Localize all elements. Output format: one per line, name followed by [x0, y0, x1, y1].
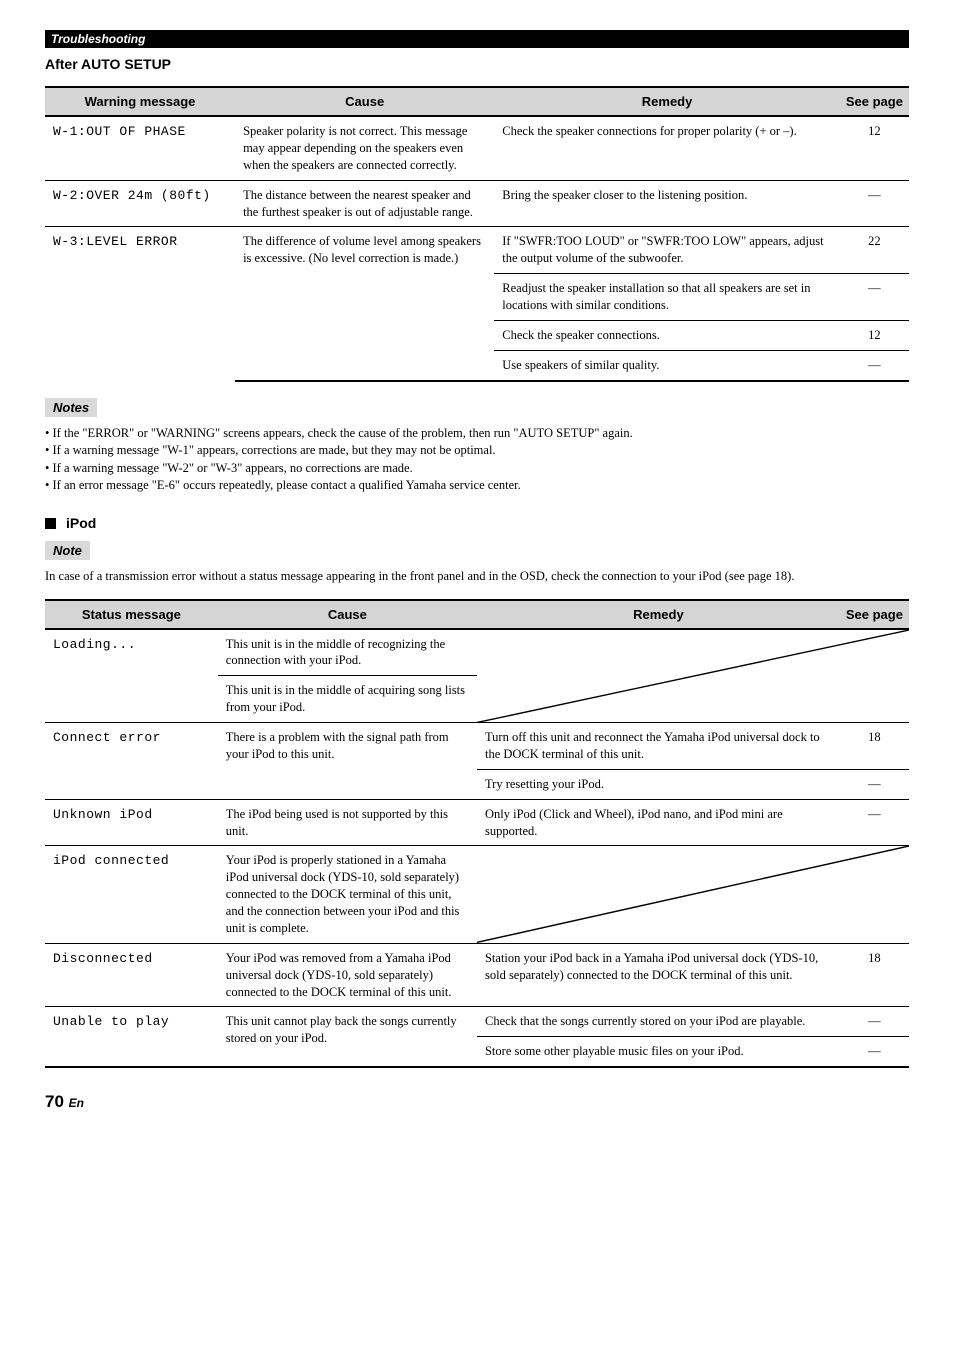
square-bullet-icon	[45, 518, 56, 529]
cause-cell: The iPod being used is not supported by …	[218, 799, 477, 846]
status-code: Connect error	[45, 723, 218, 800]
page-cell: —	[840, 769, 909, 799]
page-cell: —	[840, 799, 909, 846]
remedy-cell: Bring the speaker closer to the listenin…	[494, 180, 840, 227]
page-cell: —	[840, 274, 909, 321]
cause-cell: Your iPod was removed from a Yamaha iPod…	[218, 943, 477, 1007]
th-cause: Cause	[218, 600, 477, 629]
list-item: If a warning message "W-1" appears, corr…	[45, 442, 909, 460]
empty-slash-cell	[477, 629, 909, 723]
page-cell: 18	[840, 943, 909, 1007]
th-warning: Warning message	[45, 87, 235, 116]
page-suffix: En	[69, 1096, 84, 1110]
cause-cell: Your iPod is properly stationed in a Yam…	[218, 846, 477, 943]
table-row: Unable to play This unit cannot play bac…	[45, 1007, 909, 1037]
ipod-heading-text: iPod	[66, 515, 96, 531]
page-num-text: 70	[45, 1092, 64, 1111]
cause-cell: Speaker polarity is not correct. This me…	[235, 116, 494, 180]
th-remedy: Remedy	[477, 600, 840, 629]
page-subtitle: After AUTO SETUP	[45, 56, 909, 72]
th-seepage: See page	[840, 600, 909, 629]
remedy-cell: Turn off this unit and reconnect the Yam…	[477, 723, 840, 770]
remedy-cell: Check the speaker connections.	[494, 320, 840, 350]
remedy-cell: Only iPod (Click and Wheel), iPod nano, …	[477, 799, 840, 846]
table-row: W-1:OUT OF PHASE Speaker polarity is not…	[45, 116, 909, 180]
status-table: Status message Cause Remedy See page Loa…	[45, 599, 909, 1069]
page-number: 70 En	[45, 1092, 909, 1112]
section-header: Troubleshooting	[45, 30, 909, 48]
remedy-cell: Check the speaker connections for proper…	[494, 116, 840, 180]
table-row: iPod connected Your iPod is properly sta…	[45, 846, 909, 943]
table-row: Loading... This unit is in the middle of…	[45, 629, 909, 676]
th-remedy: Remedy	[494, 87, 840, 116]
list-item: If the "ERROR" or "WARNING" screens appe…	[45, 425, 909, 443]
cause-cell: The distance between the nearest speaker…	[235, 180, 494, 227]
table-row: W-3:LEVEL ERROR The difference of volume…	[45, 227, 909, 274]
page-cell: —	[840, 350, 909, 380]
table-row: Disconnected Your iPod was removed from …	[45, 943, 909, 1007]
page-cell: 22	[840, 227, 909, 274]
notes-list: If the "ERROR" or "WARNING" screens appe…	[45, 425, 909, 495]
page-cell: —	[840, 1007, 909, 1037]
status-code: Unable to play	[45, 1007, 218, 1067]
note-paragraph: In case of a transmission error without …	[45, 568, 909, 585]
remedy-cell: If "SWFR:TOO LOUD" or "SWFR:TOO LOW" app…	[494, 227, 840, 274]
list-item: If an error message "E-6" occurs repeate…	[45, 477, 909, 495]
remedy-cell: Station your iPod back in a Yamaha iPod …	[477, 943, 840, 1007]
remedy-cell: Use speakers of similar quality.	[494, 350, 840, 380]
status-code: iPod connected	[45, 846, 218, 943]
th-status: Status message	[45, 600, 218, 629]
cause-cell: There is a problem with the signal path …	[218, 723, 477, 800]
table-row: Unknown iPod The iPod being used is not …	[45, 799, 909, 846]
cause-cell: This unit is in the middle of acquiring …	[218, 676, 477, 723]
warning-code: W-1:OUT OF PHASE	[45, 116, 235, 180]
table-row: W-2:OVER 24m (80ft) The distance between…	[45, 180, 909, 227]
cause-cell: This unit cannot play back the songs cur…	[218, 1007, 477, 1067]
page-cell: —	[840, 180, 909, 227]
status-code: Loading...	[45, 629, 218, 723]
page-cell: 12	[840, 320, 909, 350]
th-cause: Cause	[235, 87, 494, 116]
remedy-cell: Try resetting your iPod.	[477, 769, 840, 799]
list-item: If a warning message "W-2" or "W-3" appe…	[45, 460, 909, 478]
warning-table: Warning message Cause Remedy See page W-…	[45, 86, 909, 382]
ipod-heading: iPod	[45, 515, 909, 531]
warning-code: W-3:LEVEL ERROR	[45, 227, 235, 381]
page-cell: —	[840, 1037, 909, 1067]
empty-slash-cell	[477, 846, 909, 943]
page-cell: 12	[840, 116, 909, 180]
remedy-cell: Readjust the speaker installation so tha…	[494, 274, 840, 321]
warning-code: W-2:OVER 24m (80ft)	[45, 180, 235, 227]
page-cell: 18	[840, 723, 909, 770]
note-label: Note	[45, 541, 90, 560]
cause-cell: The difference of volume level among spe…	[235, 227, 494, 381]
th-seepage: See page	[840, 87, 909, 116]
table-row: Connect error There is a problem with th…	[45, 723, 909, 770]
notes-label: Notes	[45, 398, 97, 417]
remedy-cell: Store some other playable music files on…	[477, 1037, 840, 1067]
status-code: Unknown iPod	[45, 799, 218, 846]
status-code: Disconnected	[45, 943, 218, 1007]
cause-cell: This unit is in the middle of recognizin…	[218, 629, 477, 676]
remedy-cell: Check that the songs currently stored on…	[477, 1007, 840, 1037]
